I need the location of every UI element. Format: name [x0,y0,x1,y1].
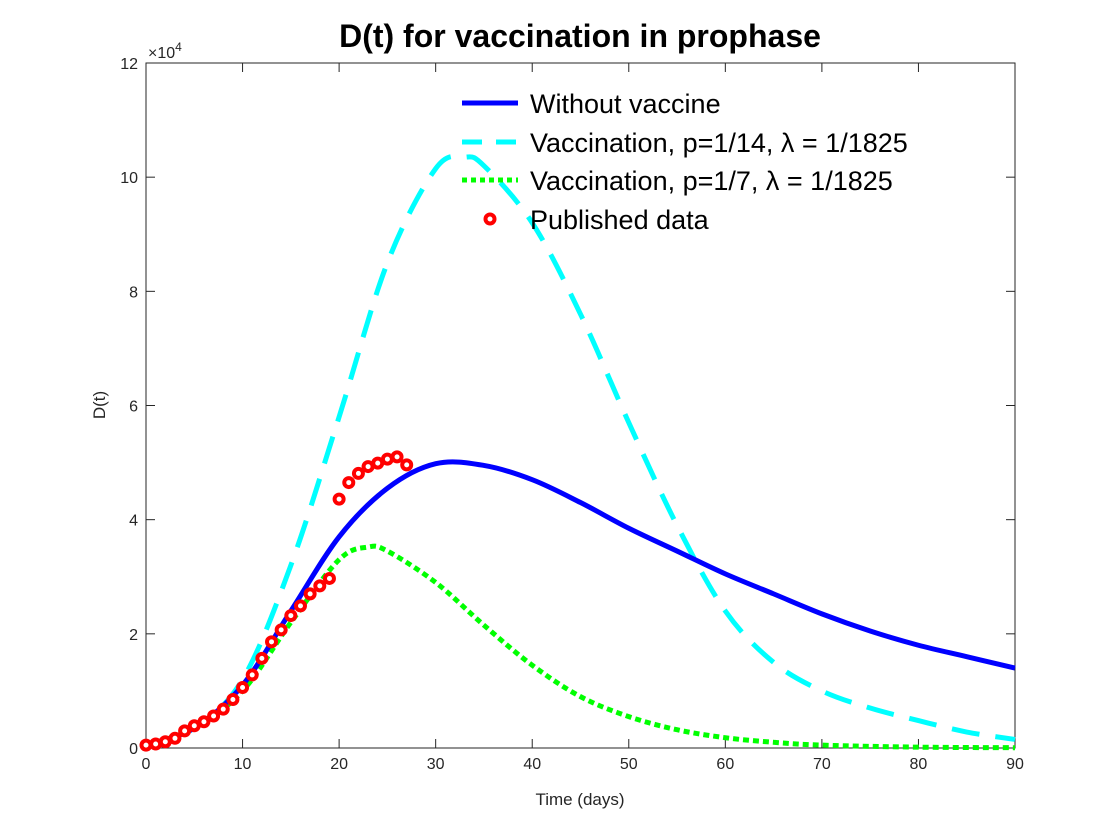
y-tick-label: 6 [129,399,138,416]
data-point [351,466,365,480]
x-tick-label: 50 [620,756,638,773]
data-point [400,458,414,472]
legend-label-p14: Vaccination, p=1/14, λ = 1/1825 [530,128,908,158]
data-point [265,635,279,649]
data-point [313,579,327,593]
data-point [236,680,250,694]
x-tick-label: 80 [910,756,928,773]
y-tick-label: 2 [129,627,138,644]
legend-label-published: Published data [530,205,710,235]
y-tick-label: 12 [120,56,138,73]
y-tick-label: 10 [120,170,138,187]
y-exponent-power: 4 [175,40,182,54]
data-point [168,731,182,745]
data-point [361,460,375,474]
data-point [197,715,211,729]
data-point [187,719,201,733]
data-point [149,737,163,751]
data-point [390,450,404,464]
y-exponent-base: ×10 [148,45,175,62]
legend: Without vaccine Vaccination, p=1/14, λ =… [462,89,908,235]
data-point [158,735,172,749]
x-tick-label: 40 [523,756,541,773]
data-point [284,609,298,623]
series-line-vaccination-p-1-14-1-1825 [145,153,1016,748]
data-point [293,599,307,613]
data-point [322,571,336,585]
series-line-without-vaccine [145,459,1016,748]
legend-label-without-vaccine: Without vaccine [530,89,721,119]
x-tick-label: 30 [427,756,445,773]
y-exponent-label: ×104 [148,40,182,62]
axes: 0 10 20 30 40 50 60 70 80 90 0 2 4 6 8 10 12 [120,56,1024,773]
x-tick-label: 20 [330,756,348,773]
data-point [371,456,385,470]
data-point [139,738,153,752]
data-point [226,692,240,706]
legend-label-p7: Vaccination, p=1/7, λ = 1/1825 [530,166,893,196]
x-tick-label: 70 [813,756,831,773]
legend-marker-published [483,212,497,226]
y-axis-label: D(t) [90,391,109,419]
data-point [303,587,317,601]
data-point [255,651,269,665]
data-point [332,492,346,506]
series-line-vaccination-p-1-7-1-1825 [145,543,1016,751]
x-tick-label: 10 [234,756,252,773]
y-tick-label: 4 [129,513,138,530]
data-point [342,476,356,490]
data-point [216,702,230,716]
data-point [207,709,221,723]
x-axis-label: Time (days) [535,790,624,809]
data-point [245,668,259,682]
y-tick-label: 0 [129,741,138,758]
data-point [274,623,288,637]
y-tick-label: 8 [129,284,138,301]
x-tick-label: 60 [716,756,734,773]
x-tick-label: 90 [1006,756,1024,773]
series-group [139,153,1016,752]
data-point [380,452,394,466]
chart-title: D(t) for vaccination in prophase [339,18,821,54]
x-tick-label: 0 [142,756,151,773]
data-point [178,724,192,738]
